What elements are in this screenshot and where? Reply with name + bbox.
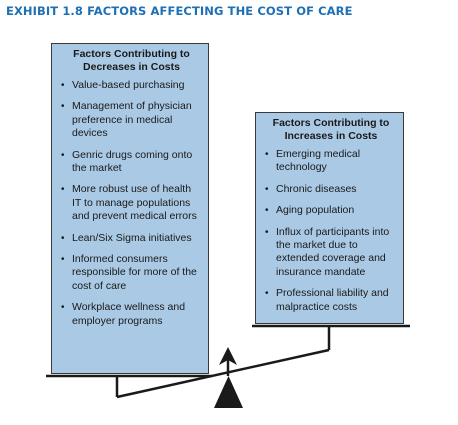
decrease-factor-text: Value-based purchasing xyxy=(72,79,185,91)
decrease-factor: • Management of physician preference in m… xyxy=(61,100,202,140)
decreases-list: • Value-based purchasing • Management of p… xyxy=(61,79,202,328)
bullet-icon: • xyxy=(61,254,65,266)
decrease-factor: • Informed consumers responsible for more… xyxy=(61,253,202,293)
increase-factor-text: Influx of participants into the market d… xyxy=(276,225,390,278)
bullet-icon: • xyxy=(265,149,269,160)
bullet-icon: • xyxy=(265,226,269,238)
bullet-icon: • xyxy=(61,149,65,161)
exhibit-title: EXHIBIT 1.8 FACTORS AFFECTING THE COST O… xyxy=(6,4,353,18)
decrease-factor-text: Genric drugs coming onto the market xyxy=(72,148,193,175)
increases-list: • Emerging medical technology • Chronic di… xyxy=(265,148,397,314)
increase-factor: • Professional liability and malpractice … xyxy=(265,287,397,314)
increase-factor-text: Chronic diseases xyxy=(276,182,357,195)
fulcrum-triangle xyxy=(214,376,243,408)
increase-factor: • Chronic diseases xyxy=(265,183,397,196)
decrease-factor-text: Informed consumers responsible for more … xyxy=(72,253,197,292)
increase-factor-text: Professional liability and malpractice c… xyxy=(276,287,389,313)
increase-factor-text: Emerging medical technology xyxy=(276,148,361,174)
bullet-icon: • xyxy=(61,302,65,314)
increase-factor: • Emerging medical technology xyxy=(265,148,397,175)
decrease-factor-text: Lean/Six Sigma initiatives xyxy=(72,231,192,244)
decrease-factor-text: Workplace wellness and employer programs xyxy=(72,301,186,327)
bullet-icon: • xyxy=(61,80,65,91)
bullet-icon: • xyxy=(265,205,269,217)
increase-factor-text: Aging population xyxy=(276,204,355,217)
bullet-icon: • xyxy=(61,232,65,244)
decrease-factor: • More robust use of health IT to manage … xyxy=(61,183,202,223)
scale-beam xyxy=(116,348,330,399)
increases-box: Factors Contributing to Increases in Cos… xyxy=(255,112,404,324)
bullet-icon: • xyxy=(265,288,269,300)
bullet-icon: • xyxy=(61,101,65,113)
decrease-factor: • Lean/Six Sigma initiatives xyxy=(61,232,202,245)
up-arrow-icon xyxy=(219,347,237,365)
decreases-box: Factors Contributing to Decreases in Cos… xyxy=(51,43,209,374)
increase-factor: • Aging population xyxy=(265,204,397,217)
decrease-factor: • Value-based purchasing xyxy=(61,79,202,92)
decrease-factor-text: Management of physician preference in me… xyxy=(72,100,192,140)
bullet-icon: • xyxy=(61,184,65,196)
increase-factor: • Influx of participants into the market … xyxy=(265,226,397,280)
increases-heading: Factors Contributing to Increases in Cos… xyxy=(272,117,390,142)
decrease-factor: • Workplace wellness and employer program… xyxy=(61,301,202,328)
decreases-heading: Factors Contributing to Decreases in Cos… xyxy=(73,48,190,73)
decrease-factor-text: More robust use of health IT to manage p… xyxy=(72,183,197,223)
bullet-icon: • xyxy=(265,183,269,195)
decrease-factor: • Genric drugs coming onto the market xyxy=(61,149,202,176)
